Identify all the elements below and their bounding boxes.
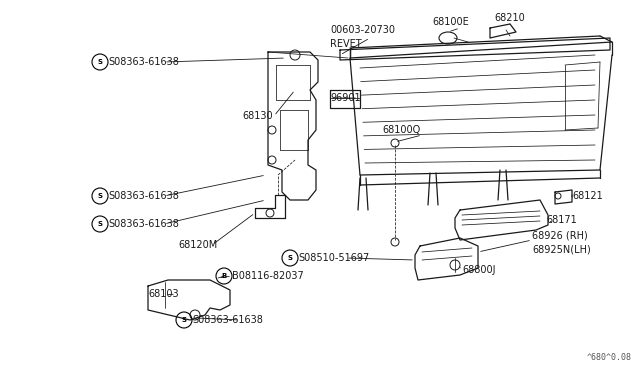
Text: S08363-61638: S08363-61638 — [108, 57, 179, 67]
Text: 68926 (RH): 68926 (RH) — [532, 231, 588, 241]
Text: 68103: 68103 — [148, 289, 179, 299]
Text: 68925N(LH): 68925N(LH) — [532, 245, 591, 255]
Text: S08510-51697: S08510-51697 — [298, 253, 369, 263]
Text: S: S — [97, 193, 102, 199]
Text: B08116-82037: B08116-82037 — [232, 271, 304, 281]
Text: S08363-61638: S08363-61638 — [108, 191, 179, 201]
Text: B: B — [221, 273, 227, 279]
Text: 96901: 96901 — [330, 93, 360, 103]
Text: 68100E: 68100E — [432, 17, 468, 27]
Text: ^680^0.08: ^680^0.08 — [587, 353, 632, 362]
Text: 68130: 68130 — [242, 111, 273, 121]
Text: 00603-20730: 00603-20730 — [330, 25, 395, 35]
Text: S: S — [97, 59, 102, 65]
Text: S08363-61638: S08363-61638 — [108, 219, 179, 229]
Text: S: S — [182, 317, 186, 323]
Text: 68120M: 68120M — [178, 240, 217, 250]
Text: 68121: 68121 — [572, 191, 603, 201]
Text: S: S — [97, 221, 102, 227]
Text: 68100Q: 68100Q — [382, 125, 420, 135]
Text: 68800J: 68800J — [462, 265, 495, 275]
Text: S: S — [287, 255, 292, 261]
Text: S08363-61638: S08363-61638 — [192, 315, 263, 325]
Text: 68210: 68210 — [494, 13, 525, 23]
Text: 68171: 68171 — [546, 215, 577, 225]
Text: REVET: REVET — [330, 39, 362, 49]
